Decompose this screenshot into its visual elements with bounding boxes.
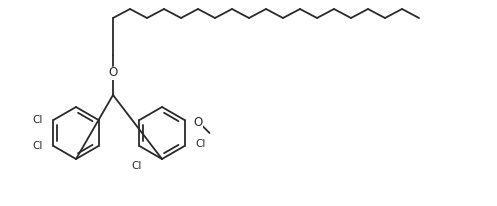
Text: Cl: Cl — [32, 141, 42, 151]
Text: Cl: Cl — [195, 139, 206, 149]
Text: O: O — [193, 117, 203, 130]
Text: Cl: Cl — [131, 161, 142, 171]
Text: O: O — [108, 67, 118, 80]
Text: Cl: Cl — [32, 115, 42, 125]
